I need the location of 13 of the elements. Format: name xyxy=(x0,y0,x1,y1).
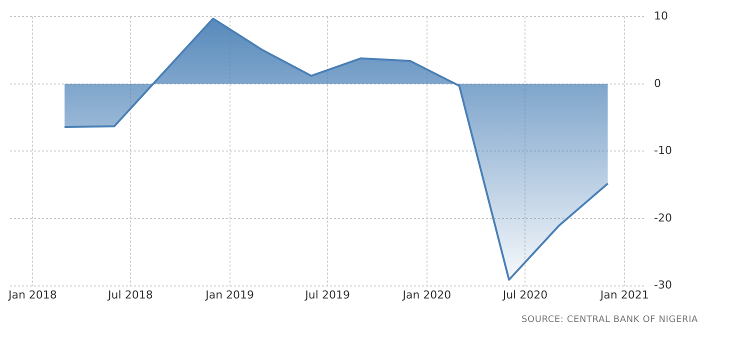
y-tick-label: 10 xyxy=(654,9,668,22)
y-tick-label: -20 xyxy=(654,211,672,224)
x-tick-label: Jan 2019 xyxy=(204,288,254,302)
source-note: SOURCE: CENTRAL BANK OF NIGERIA xyxy=(520,315,699,325)
x-tick-label: Jul 2018 xyxy=(107,288,153,302)
x-tick-label: Jan 2021 xyxy=(599,288,649,302)
y-tick-label: 0 xyxy=(654,76,662,90)
x-tick-label: Jul 2020 xyxy=(502,288,548,302)
y-tick-label: -30 xyxy=(654,278,672,292)
y-tick-label: -10 xyxy=(654,144,672,158)
x-tick-label: Jan 2018 xyxy=(7,288,57,302)
x-tick-label: Jul 2019 xyxy=(304,288,350,302)
x-tick-label: Jan 2020 xyxy=(402,288,452,302)
